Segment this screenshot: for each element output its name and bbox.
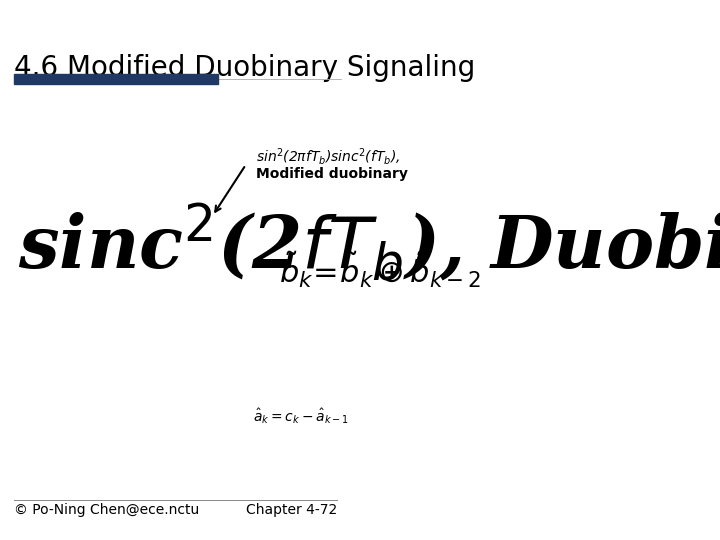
Text: $\tilde{b}_k\!=\!\tilde{b}_k \oplus \tilde{b}_{k-2}$: $\tilde{b}_k\!=\!\tilde{b}_k \oplus \til…	[279, 250, 482, 290]
Text: sin$^2$(2π$fT_b$)sinc$^2$($fT_b$),: sin$^2$(2π$fT_b$)sinc$^2$($fT_b$),	[256, 146, 400, 167]
Text: © Po-Ning Chen@ece.nctu: © Po-Ning Chen@ece.nctu	[14, 503, 199, 517]
Text: Chapter 4-72: Chapter 4-72	[246, 503, 337, 517]
Bar	[14, 74, 217, 84]
Text: $\hat{a}_k = c_k - \hat{a}_{k-1}$: $\hat{a}_k = c_k - \hat{a}_{k-1}$	[253, 406, 348, 426]
Text: Modified duobinary: Modified duobinary	[256, 167, 408, 181]
Text: 4.6 Modified Duobinary Signaling: 4.6 Modified Duobinary Signaling	[14, 54, 475, 82]
Text: sinc$^2$(2$fT_b$), Duobinary: sinc$^2$(2$fT_b$), Duobinary	[17, 202, 720, 289]
